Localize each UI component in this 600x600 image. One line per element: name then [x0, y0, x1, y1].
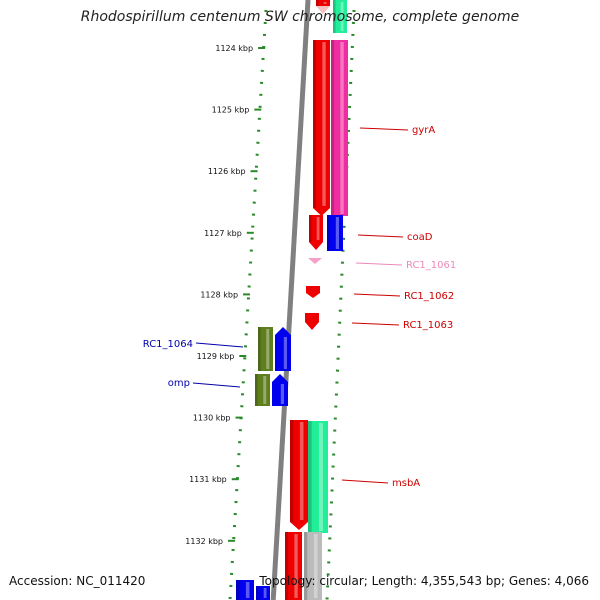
gene-label-leader — [357, 234, 404, 238]
gene-label-coad: coaD — [407, 232, 433, 243]
gene-feature-RC1_1061 — [308, 258, 322, 264]
gene-label-leader — [359, 127, 409, 131]
gene-feature-bottom-blue-a — [236, 580, 254, 600]
ruler-tick-label: 1128 kbp — [200, 290, 238, 299]
gene-feature-RC1_1064-a — [258, 327, 273, 371]
ruler-tick-label: 1130 kbp — [193, 414, 231, 423]
backbone-line — [270, 0, 311, 600]
ruler-tick-label: 1131 kbp — [189, 475, 227, 484]
ruler-tick-label: 1132 kbp — [185, 537, 223, 546]
gene-feature-RC1_1064-b — [275, 327, 291, 371]
gene-label-leader — [192, 382, 241, 388]
ruler-tick-label: 1127 kbp — [204, 229, 242, 238]
gene-feature-coaD-fwd — [309, 215, 323, 250]
gene-feature-msbA-fwd — [290, 420, 308, 530]
gene-label-rc1-1063: RC1_1063 — [403, 320, 453, 331]
map-title: Rhodospirillum centenum SW chromosome, c… — [80, 9, 520, 25]
gene-feature-omp-a — [255, 374, 270, 406]
gene-feature-top-red-tip — [316, 6, 330, 14]
gene-feature-bottom-blue-b — [256, 586, 270, 600]
gene-feature-RC1_1063 — [305, 313, 319, 330]
gene-label-rc1-1064: RC1_1064 — [143, 339, 193, 350]
gene-label-rc1-1062: RC1_1062 — [404, 291, 454, 302]
gene-label-leader — [341, 479, 389, 484]
gene-feature-coaD-rev — [327, 215, 343, 251]
gene-label-leader — [195, 342, 244, 348]
gene-label-gyra: gyrA — [412, 125, 435, 136]
topology-text: Topology: circular; Length: 4,355,543 bp… — [259, 574, 589, 588]
gene-feature-msbA-rev — [308, 421, 328, 533]
gene-label-omp: omp — [168, 378, 190, 389]
ruler-tick-label: 1129 kbp — [197, 352, 235, 361]
track-dotted-line — [325, 9, 356, 600]
accession-text: Accession: NC_011420 — [9, 574, 146, 588]
gene-feature-bottom-red — [285, 532, 302, 600]
gene-feature-gyrA-rev — [331, 40, 348, 216]
gene-feature-omp-b — [272, 374, 288, 406]
ruler-tick-label: 1124 kbp — [215, 44, 253, 53]
ruler-tick-label: 1125 kbp — [212, 106, 250, 115]
gene-feature-top-teal — [333, 0, 347, 33]
gene-feature-RC1_1062 — [306, 286, 320, 298]
gene-feature-top-red — [316, 0, 330, 6]
gene-feature-bottom-gray — [304, 532, 322, 600]
gene-label-msba: msbA — [392, 478, 420, 489]
gene-label-leader — [355, 262, 403, 266]
gene-label-leader — [353, 293, 401, 297]
ruler-tick-label: 1126 kbp — [208, 167, 246, 176]
gene-label-leader — [351, 322, 400, 326]
ruler-dotted-line — [228, 9, 268, 600]
gene-feature-gyrA-fwd — [313, 40, 330, 216]
gene-label-rc1-1061: RC1_1061 — [406, 260, 456, 271]
